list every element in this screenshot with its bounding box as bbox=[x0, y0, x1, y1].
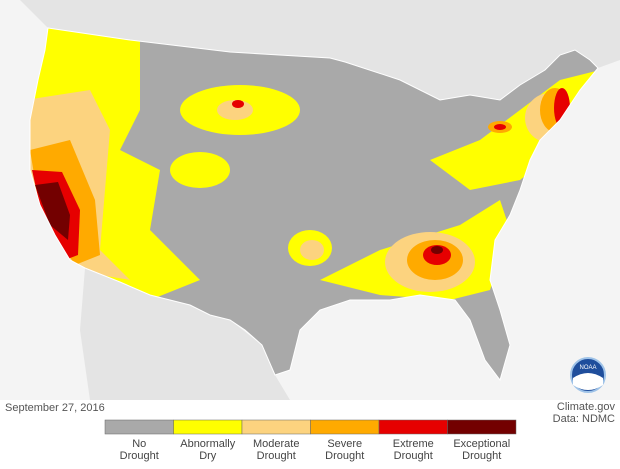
extreme-area bbox=[232, 100, 244, 108]
legend-swatch bbox=[310, 419, 380, 435]
logo-text: NOAA bbox=[579, 365, 596, 371]
legend-swatch bbox=[447, 419, 517, 435]
legend-label: Severe bbox=[327, 438, 362, 450]
exceptional-area bbox=[431, 246, 443, 254]
legend-label: Exceptional bbox=[453, 438, 510, 450]
legend-label: Drought bbox=[325, 450, 364, 462]
legend-swatch bbox=[104, 419, 174, 435]
legend-label: Drought bbox=[462, 450, 501, 462]
legend-label: Drought bbox=[257, 450, 296, 462]
legend-label: Abnormally bbox=[180, 438, 236, 450]
exceptional-area bbox=[35, 182, 70, 240]
extreme-area bbox=[494, 124, 506, 130]
legend: NoDroughtAbnormallyDryModerateDroughtSev… bbox=[104, 419, 517, 462]
moderate-area bbox=[217, 100, 253, 120]
credit-site: Climate.gov bbox=[557, 401, 616, 413]
credit-source: Data: NDMC bbox=[553, 413, 615, 425]
legend-swatch bbox=[241, 419, 311, 435]
date: September 27, 2016 bbox=[5, 402, 105, 414]
legend-swatch bbox=[378, 419, 448, 435]
legend-label: No bbox=[132, 438, 146, 450]
extreme-area bbox=[423, 245, 451, 265]
legend-label: Drought bbox=[394, 450, 433, 462]
legend-swatch bbox=[173, 419, 243, 435]
mexico bbox=[80, 268, 290, 400]
legend-label: Drought bbox=[120, 450, 159, 462]
canada bbox=[20, 0, 620, 100]
moderate-area bbox=[300, 240, 324, 260]
noaa-logo: NOAA bbox=[570, 357, 606, 393]
legend-label: Moderate bbox=[253, 438, 299, 450]
dry-area bbox=[170, 152, 230, 188]
legend-label: Dry bbox=[199, 450, 217, 462]
legend-label: Extreme bbox=[393, 438, 434, 450]
